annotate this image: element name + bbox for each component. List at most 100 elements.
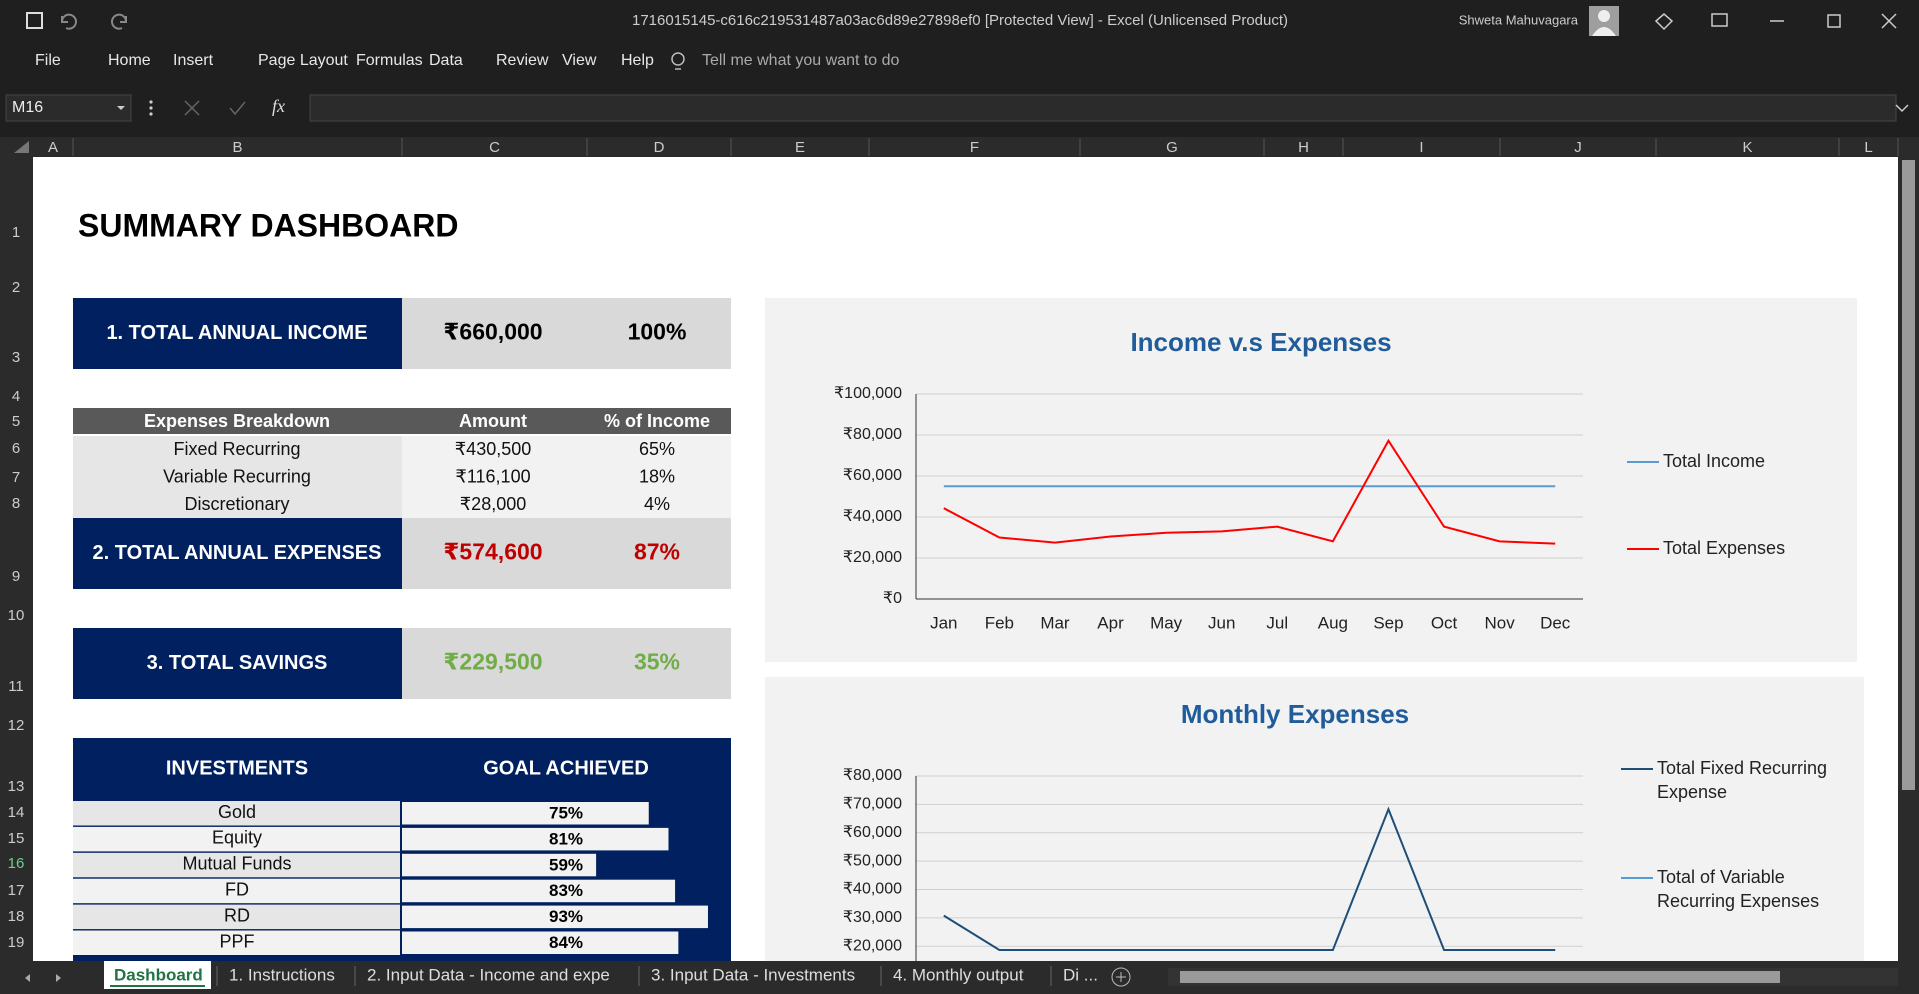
sheet-tab[interactable]: 3. Input Data - Investments bbox=[651, 965, 855, 984]
tell-me[interactable]: Tell me what you want to do bbox=[702, 52, 900, 69]
menu-item[interactable]: View bbox=[562, 52, 597, 69]
x-tick-label: Apr bbox=[1097, 613, 1124, 632]
investment-name: Mutual Funds bbox=[182, 854, 291, 874]
row-header: 13 bbox=[8, 778, 25, 795]
legend-label: Total Fixed Recurring Expense bbox=[1657, 758, 1828, 802]
row-header: 5 bbox=[12, 413, 20, 430]
chart-area bbox=[765, 677, 1864, 977]
goal-bar-label: 59% bbox=[549, 855, 583, 874]
column-header: C bbox=[489, 139, 500, 156]
dots bbox=[149, 100, 153, 104]
kpi-label: 2. TOTAL ANNUAL EXPENSES bbox=[93, 542, 382, 564]
redo-icon[interactable] bbox=[111, 13, 128, 30]
row-header-bar bbox=[0, 157, 33, 961]
fx-icon[interactable]: fx bbox=[272, 96, 285, 116]
column-header: G bbox=[1166, 139, 1178, 156]
add-sheet-plus bbox=[1116, 972, 1126, 982]
menu-item[interactable]: Home bbox=[108, 52, 151, 69]
column-header: L bbox=[1864, 139, 1872, 156]
menu-item[interactable]: Help bbox=[621, 52, 654, 69]
column-header: I bbox=[1419, 139, 1423, 156]
row-header: 9 bbox=[12, 568, 20, 585]
series-line bbox=[943, 438, 1556, 545]
legend-entry: Total of Variable Recurring Expenses bbox=[1657, 867, 1819, 911]
y-tick-label: ₹40,000 bbox=[843, 508, 902, 525]
restore-button[interactable] bbox=[1827, 14, 1841, 28]
diamond-icon[interactable] bbox=[1654, 13, 1674, 31]
kpi-label: 3. TOTAL SAVINGS bbox=[147, 652, 328, 674]
table-cell: 65% bbox=[639, 439, 675, 459]
kpi-percent: 35% bbox=[634, 649, 680, 675]
sheet-tab[interactable]: 4. Monthly output bbox=[893, 965, 1024, 984]
column-header: F bbox=[970, 139, 979, 156]
goal-bar-label: 75% bbox=[549, 803, 583, 822]
undo-icon[interactable] bbox=[60, 13, 77, 30]
menu-item[interactable]: Formulas bbox=[356, 52, 423, 69]
x-tick-label: Feb bbox=[985, 613, 1014, 632]
y-tick-label: ₹70,000 bbox=[843, 796, 902, 813]
x-tick-label: Jan bbox=[930, 613, 957, 632]
row-header: 3 bbox=[12, 349, 20, 366]
y-tick-label: ₹30,000 bbox=[843, 909, 902, 926]
scroll-thumb[interactable] bbox=[1902, 160, 1915, 790]
menu-item[interactable]: File bbox=[35, 52, 61, 69]
dots bbox=[149, 106, 153, 110]
goal-bar-label: 81% bbox=[549, 829, 583, 848]
table-header-cell: Amount bbox=[459, 411, 527, 431]
sheet-tab[interactable]: 1. Instructions bbox=[229, 965, 335, 984]
chart-area bbox=[765, 298, 1857, 662]
legend-label: Total Income bbox=[1663, 451, 1765, 471]
name-box-text: M16 bbox=[12, 99, 43, 116]
ribbon-display-icon[interactable] bbox=[1711, 13, 1728, 27]
table-cell-bg bbox=[73, 463, 402, 491]
row-header: 2 bbox=[12, 279, 20, 296]
column-header-bar bbox=[0, 137, 1919, 157]
row-header: 12 bbox=[8, 717, 25, 734]
goal-bar bbox=[402, 827, 669, 851]
sheet-tab[interactable]: Di ... bbox=[1063, 965, 1098, 984]
table-cell-bg bbox=[402, 491, 731, 519]
h-scroll-thumb[interactable] bbox=[1180, 971, 1780, 983]
x-tick-label: Dec bbox=[1540, 613, 1571, 632]
close-button[interactable] bbox=[1881, 13, 1897, 29]
name-box-dropdown[interactable] bbox=[117, 106, 125, 110]
formula-input[interactable] bbox=[309, 94, 1897, 122]
lightbulb-icon[interactable] bbox=[671, 52, 685, 66]
save-icon[interactable] bbox=[26, 12, 43, 29]
investment-name-cell bbox=[73, 904, 400, 930]
table-cell: 4% bbox=[644, 494, 670, 514]
y-tick-label: ₹80,000 bbox=[843, 767, 902, 784]
tab-scroll-left[interactable] bbox=[25, 974, 30, 982]
legend-label: Total Expenses bbox=[1663, 538, 1785, 558]
table-cell-bg bbox=[73, 491, 402, 519]
investment-name: Equity bbox=[212, 828, 262, 848]
menu-item[interactable]: Page Layout bbox=[258, 52, 348, 69]
sheet-tab[interactable]: 2. Input Data - Income and expe bbox=[367, 965, 610, 984]
table-cell: ₹28,000 bbox=[460, 494, 527, 514]
investment-name: PPF bbox=[219, 931, 254, 951]
legend-entry: Total Fixed Recurring Expense bbox=[1657, 758, 1828, 802]
menu-item[interactable]: Data bbox=[429, 52, 463, 69]
menu-item[interactable]: Review bbox=[496, 52, 549, 69]
row-header: 18 bbox=[8, 908, 25, 925]
row-header: 6 bbox=[12, 440, 20, 457]
investment-name-cell bbox=[73, 826, 400, 852]
cancel-icon[interactable] bbox=[184, 100, 200, 116]
goal-bar bbox=[402, 802, 649, 825]
active-tab[interactable] bbox=[104, 961, 211, 989]
x-tick-label: Oct bbox=[1431, 613, 1458, 632]
avatar-body bbox=[1592, 27, 1616, 36]
tab-scroll-right[interactable] bbox=[56, 974, 61, 982]
add-sheet-button[interactable] bbox=[1111, 967, 1131, 987]
sheet-tab[interactable]: Dashboard bbox=[114, 965, 203, 984]
menu-item[interactable]: Insert bbox=[173, 52, 214, 69]
kpi-label-cell bbox=[73, 298, 402, 369]
name-box[interactable] bbox=[5, 94, 132, 122]
expand-formula[interactable] bbox=[1895, 104, 1909, 113]
select-all[interactable] bbox=[14, 141, 29, 153]
enter-icon[interactable] bbox=[229, 101, 246, 116]
row-header: 10 bbox=[8, 607, 25, 624]
table-cell-bg bbox=[73, 436, 402, 464]
